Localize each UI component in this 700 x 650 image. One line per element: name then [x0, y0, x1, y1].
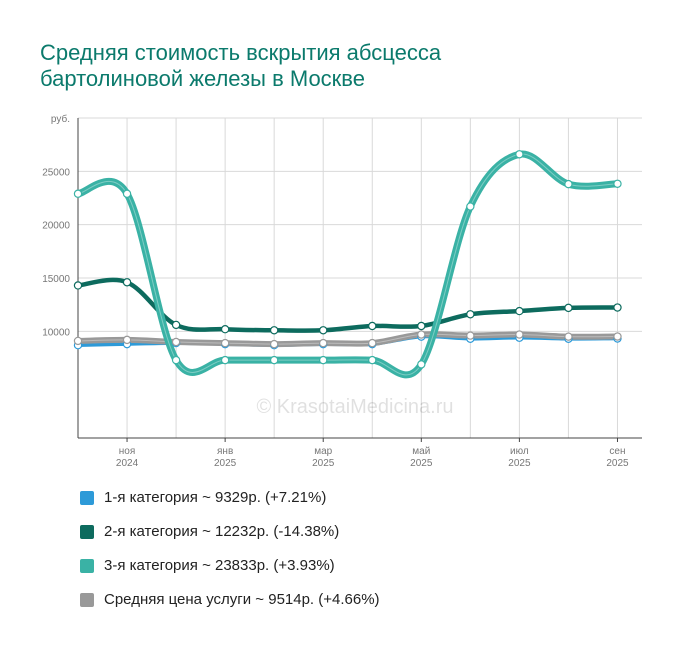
data-point-cat3 [564, 179, 573, 189]
data-point-cat3 [613, 179, 622, 188]
data-point-cat3 [73, 189, 83, 198]
data-point-cat2 [73, 281, 83, 290]
legend-swatch-average [80, 593, 94, 607]
x-tick-month: июл [510, 446, 529, 457]
chart-title-line-2: бартолиновой железы в Москве [40, 66, 365, 91]
data-point-cat3 [171, 355, 181, 365]
data-point-avg [466, 331, 475, 340]
x-tick-month: май [412, 446, 430, 457]
y-tick-label: 10000 [42, 327, 70, 338]
legend-swatch-cat2 [80, 525, 94, 539]
data-point-avg [613, 332, 622, 341]
chart-legend: 1-я категория ~ 9329р. (+7.21%) 2-я кате… [80, 488, 640, 624]
chart-points [73, 150, 622, 369]
legend-item-cat2[interactable]: 2-я категория ~ 12232р. (-14.38%) [80, 522, 640, 556]
line-chart: 10000150002000025000руб.ноя2024янв2025ма… [42, 113, 642, 469]
data-point-avg [269, 339, 279, 349]
chart-grid [77, 117, 642, 438]
legend-swatch-cat3 [80, 559, 94, 573]
x-tick-month: ноя [119, 446, 136, 457]
x-tick-year: 2025 [606, 458, 629, 469]
legend-label-average: Средняя цена услуги ~ 9514р. (+4.66%) [104, 591, 380, 608]
data-point-avg [122, 335, 132, 345]
data-point-avg [220, 338, 230, 348]
data-point-cat3 [368, 355, 377, 365]
chart-axes: 10000150002000025000руб.ноя2024янв2025ма… [42, 113, 642, 469]
data-point-cat2 [368, 321, 377, 331]
chart-series [74, 150, 621, 379]
data-point-cat2 [564, 303, 573, 313]
data-point-cat2 [220, 325, 230, 334]
legend-label-cat2: 2-я категория ~ 12232р. (-14.38%) [104, 523, 340, 540]
data-point-cat3 [417, 360, 426, 369]
y-tick-label: 20000 [42, 221, 70, 232]
x-tick-month: мар [314, 446, 332, 457]
data-point-avg [171, 337, 181, 347]
data-point-cat2 [613, 303, 622, 312]
data-point-cat2 [417, 321, 426, 331]
data-point-cat2 [269, 326, 279, 335]
chart-title: Средняя стоимость вскрытия абсцесса барт… [40, 40, 660, 92]
x-tick-year: 2024 [116, 458, 139, 469]
data-point-avg [73, 336, 83, 346]
data-point-avg [319, 338, 328, 348]
x-tick-year: 2025 [410, 458, 433, 469]
data-point-cat3 [515, 150, 524, 159]
data-point-avg [515, 330, 524, 339]
legend-swatch-cat1 [80, 491, 94, 505]
data-point-avg [417, 330, 426, 339]
data-point-cat3 [220, 355, 230, 365]
legend-label-cat1: 1-я категория ~ 9329р. (+7.21%) [104, 489, 327, 506]
chart-title-line-1: Средняя стоимость вскрытия абсцесса [40, 40, 442, 65]
x-tick-year: 2025 [312, 458, 335, 469]
data-point-cat3 [466, 202, 475, 211]
data-point-cat2 [515, 306, 524, 316]
x-tick-year: 2025 [508, 458, 531, 469]
legend-item-cat1[interactable]: 1-я категория ~ 9329р. (+7.21%) [80, 488, 640, 522]
x-tick-year: 2025 [214, 458, 237, 469]
legend-item-cat3[interactable]: 3-я категория ~ 23833р. (+3.93%) [80, 556, 640, 590]
y-tick-label: 15000 [42, 274, 70, 285]
data-point-cat3 [319, 355, 328, 365]
data-point-cat2 [319, 326, 328, 335]
data-point-cat2 [171, 320, 181, 330]
watermark-text: © KrasotaiMedicina.ru [256, 396, 453, 418]
data-point-avg [368, 338, 377, 348]
x-tick-month: сен [609, 446, 625, 457]
x-tick-month: янв [217, 446, 233, 457]
data-point-avg [564, 332, 573, 341]
y-tick-label: 25000 [42, 167, 70, 178]
data-point-cat3 [122, 189, 132, 198]
data-point-cat2 [466, 310, 475, 319]
data-point-cat3 [269, 355, 279, 365]
y-unit-label: руб. [51, 113, 70, 125]
legend-label-cat3: 3-я категория ~ 23833р. (+3.93%) [104, 557, 335, 574]
legend-item-average[interactable]: Средняя цена услуги ~ 9514р. (+4.66%) [80, 590, 640, 624]
data-point-cat2 [122, 278, 132, 287]
